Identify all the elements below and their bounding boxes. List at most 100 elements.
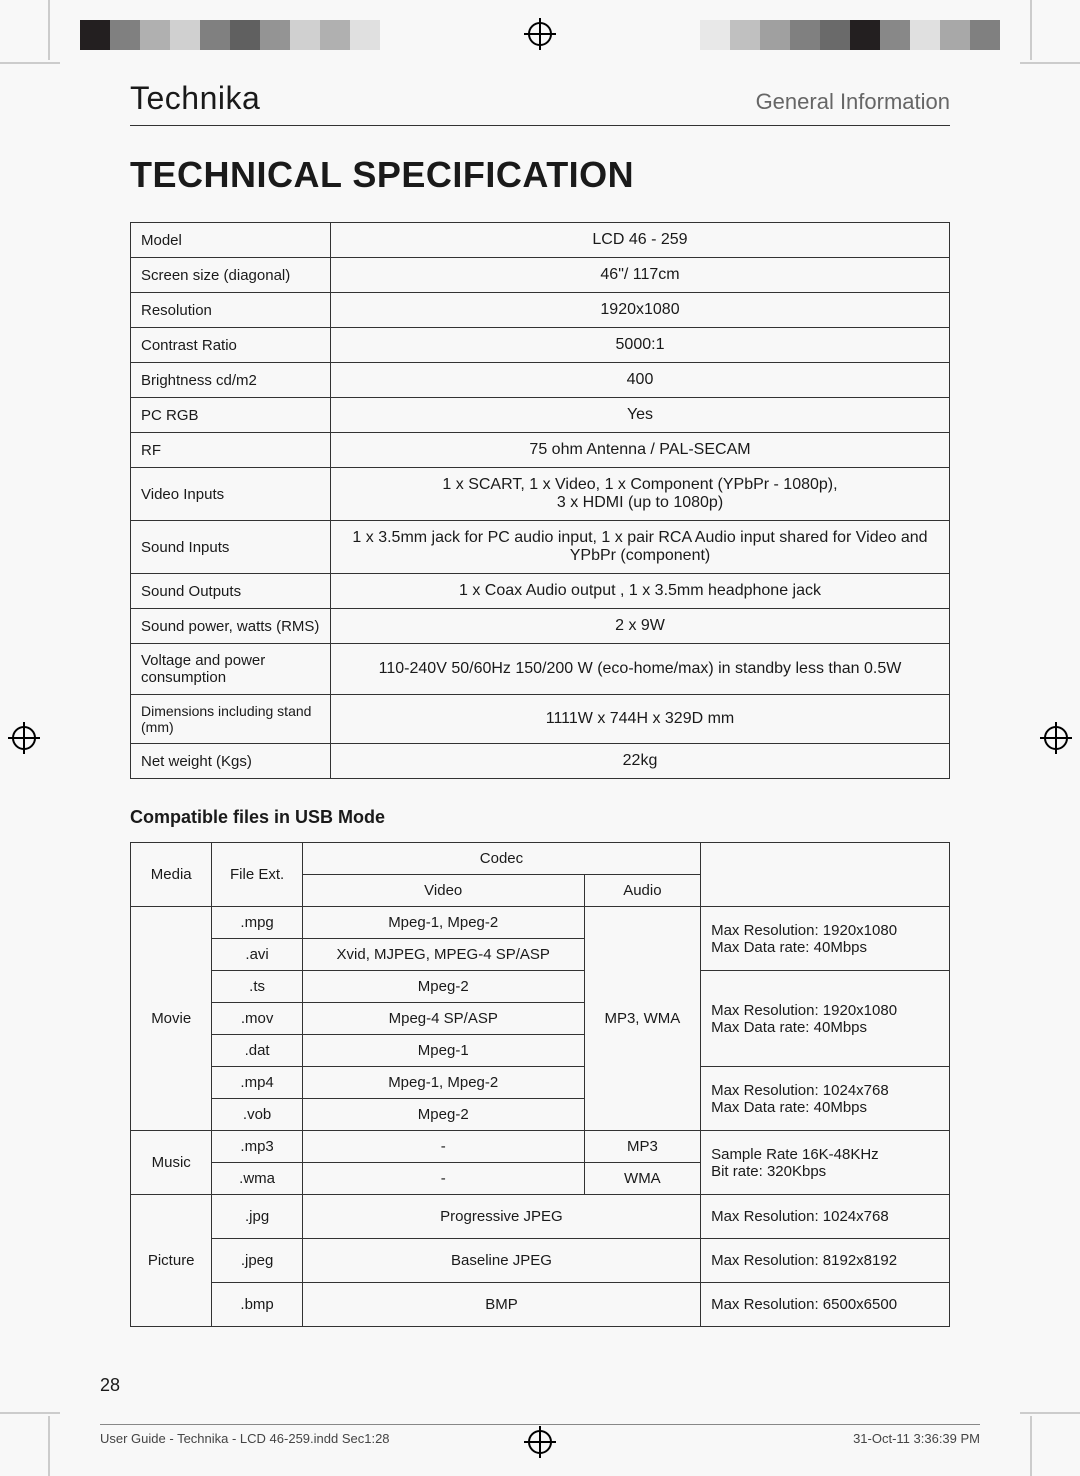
usb-cell: Codec [302, 843, 700, 875]
usb-cell: Max Resolution: 8192x8192 [701, 1239, 950, 1283]
usb-cell: Mpeg-2 [302, 1099, 584, 1131]
spec-row: ModelLCD 46 - 259 [131, 223, 950, 258]
spec-value: 110-240V 50/60Hz 150/200 W (eco-home/max… [331, 644, 950, 695]
usb-cell: .mpg [212, 907, 302, 939]
spec-value: 1 x Coax Audio output , 1 x 3.5mm headph… [331, 574, 950, 609]
spec-value: 5000:1 [331, 328, 950, 363]
usb-heading: Compatible files in USB Mode [130, 807, 950, 828]
registration-target-left [12, 726, 36, 750]
usb-row: MediaFile Ext.Codec [131, 843, 950, 875]
usb-cell: Progressive JPEG [302, 1195, 700, 1239]
usb-cell: Movie [131, 907, 212, 1131]
usb-cell: .bmp [212, 1283, 302, 1327]
spec-row: Sound Outputs1 x Coax Audio output , 1 x… [131, 574, 950, 609]
usb-cell: Xvid, MJPEG, MPEG-4 SP/ASP [302, 939, 584, 971]
spec-label: Sound Inputs [131, 521, 331, 574]
usb-cell: Picture [131, 1195, 212, 1327]
spec-row: Brightness cd/m2400 [131, 363, 950, 398]
usb-row: Music.mp3-MP3Sample Rate 16K-48KHz Bit r… [131, 1131, 950, 1163]
usb-cell: Baseline JPEG [302, 1239, 700, 1283]
color-swatch [760, 20, 790, 50]
spec-label: RF [131, 433, 331, 468]
spec-row: Voltage and power consumption110-240V 50… [131, 644, 950, 695]
spec-value: 46"/ 117cm [331, 258, 950, 293]
spec-label: Contrast Ratio [131, 328, 331, 363]
color-swatch [940, 20, 970, 50]
spec-value: LCD 46 - 259 [331, 223, 950, 258]
spec-label: Net weight (Kgs) [131, 744, 331, 779]
color-swatch [910, 20, 940, 50]
usb-cell: BMP [302, 1283, 700, 1327]
usb-cell: File Ext. [212, 843, 302, 907]
frame-line [1030, 1416, 1032, 1476]
spec-label: Brightness cd/m2 [131, 363, 331, 398]
spec-row: Resolution1920x1080 [131, 293, 950, 328]
color-swatch [730, 20, 760, 50]
color-swatch [170, 20, 200, 50]
usb-cell: Music [131, 1131, 212, 1195]
usb-row: Picture.jpgProgressive JPEGMax Resolutio… [131, 1195, 950, 1239]
usb-row: .jpegBaseline JPEGMax Resolution: 8192x8… [131, 1239, 950, 1283]
color-swatch [80, 20, 110, 50]
color-swatch [260, 20, 290, 50]
spec-value: 1920x1080 [331, 293, 950, 328]
spec-value: 1111W x 744H x 329D mm [331, 695, 950, 744]
usb-cell: MP3 [584, 1131, 700, 1163]
usb-cell: Max Resolution: 1024x768 Max Data rate: … [701, 1067, 950, 1131]
spec-value: 1 x SCART, 1 x Video, 1 x Component (YPb… [331, 468, 950, 521]
usb-cell: Mpeg-4 SP/ASP [302, 1003, 584, 1035]
usb-cell: .wma [212, 1163, 302, 1195]
color-bar-right [700, 20, 1000, 50]
usb-cell: Max Resolution: 1920x1080 Max Data rate:… [701, 971, 950, 1067]
usb-cell: .avi [212, 939, 302, 971]
color-swatch [970, 20, 1000, 50]
spec-value: 22kg [331, 744, 950, 779]
page-content: Technika General Information TECHNICAL S… [130, 80, 950, 1327]
color-swatch [230, 20, 260, 50]
brand-logo: Technika [130, 80, 260, 117]
usb-cell: MP3, WMA [584, 907, 700, 1131]
spec-row: Net weight (Kgs)22kg [131, 744, 950, 779]
frame-line [1030, 0, 1032, 60]
page-number: 28 [100, 1375, 120, 1396]
usb-cell: Mpeg-2 [302, 971, 584, 1003]
spec-label: Sound Outputs [131, 574, 331, 609]
frame-line [1020, 62, 1080, 64]
spec-row: Sound power, watts (RMS)2 x 9W [131, 609, 950, 644]
spec-label: Screen size (diagonal) [131, 258, 331, 293]
color-swatch [290, 20, 320, 50]
spec-row: Sound Inputs1 x 3.5mm jack for PC audio … [131, 521, 950, 574]
registration-target-top [528, 22, 552, 46]
usb-cell: Media [131, 843, 212, 907]
color-swatch [700, 20, 730, 50]
usb-row: Movie.mpgMpeg-1, Mpeg-2MP3, WMAMax Resol… [131, 907, 950, 939]
color-swatch [350, 20, 380, 50]
usb-cell: Mpeg-1 [302, 1035, 584, 1067]
spec-label: Voltage and power consumption [131, 644, 331, 695]
color-swatch [850, 20, 880, 50]
usb-cell: Max Resolution: 1920x1080 Max Data rate:… [701, 907, 950, 971]
spec-row: Screen size (diagonal)46"/ 117cm [131, 258, 950, 293]
usb-cell: .mp3 [212, 1131, 302, 1163]
usb-cell: .mp4 [212, 1067, 302, 1099]
usb-cell: Sample Rate 16K-48KHz Bit rate: 320Kbps [701, 1131, 950, 1195]
usb-row: .tsMpeg-2Max Resolution: 1920x1080 Max D… [131, 971, 950, 1003]
spec-row: Contrast Ratio5000:1 [131, 328, 950, 363]
section-label: General Information [756, 89, 950, 115]
usb-row: .bmpBMPMax Resolution: 6500x6500 [131, 1283, 950, 1327]
color-swatch [880, 20, 910, 50]
usb-cell: .mov [212, 1003, 302, 1035]
spec-value: 75 ohm Antenna / PAL-SECAM [331, 433, 950, 468]
usb-cell: Video [302, 875, 584, 907]
usb-cell: .jpg [212, 1195, 302, 1239]
spec-row: RF75 ohm Antenna / PAL-SECAM [131, 433, 950, 468]
spec-label: Sound power, watts (RMS) [131, 609, 331, 644]
print-footer: User Guide - Technika - LCD 46-259.indd … [100, 1424, 980, 1446]
frame-line [1020, 1412, 1080, 1414]
usb-cell: Audio [584, 875, 700, 907]
spec-value: 2 x 9W [331, 609, 950, 644]
usb-cell: .jpeg [212, 1239, 302, 1283]
color-swatch [200, 20, 230, 50]
color-swatch [790, 20, 820, 50]
frame-line [0, 62, 60, 64]
